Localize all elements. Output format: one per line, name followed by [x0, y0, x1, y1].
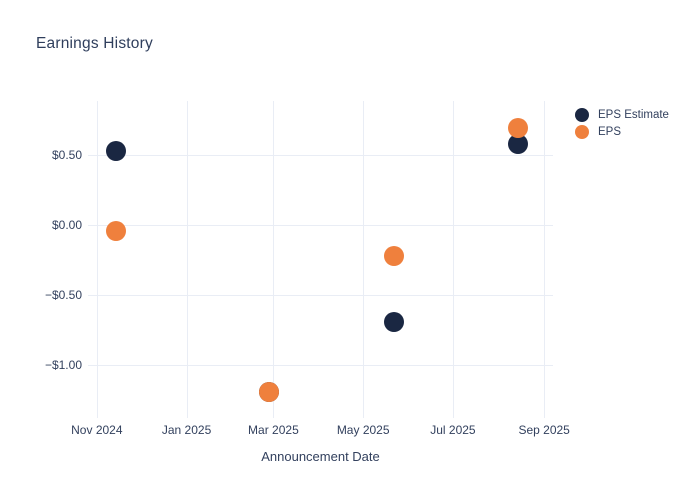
y-tick-label: −$1.00	[44, 357, 82, 372]
data-point-eps-estimate[interactable]	[507, 133, 528, 154]
x-tick-label: Nov 2024	[71, 423, 123, 437]
x-tick-label: Sep 2025	[518, 423, 570, 437]
x-axis-title: Announcement Date	[261, 449, 380, 464]
x-gridline	[363, 101, 365, 418]
y-tick-label: $0.00	[51, 218, 82, 232]
legend-marker-icon	[575, 107, 589, 122]
data-point-eps-estimate[interactable]	[105, 140, 126, 161]
data-point-eps[interactable]	[507, 118, 528, 139]
legend-item-eps-estimate[interactable]: EPS Estimate	[575, 106, 669, 123]
x-tick-label: Jul 2025	[430, 423, 476, 437]
chart-title: Earnings History	[36, 35, 153, 52]
x-gridline	[273, 101, 275, 418]
x-gridline	[96, 101, 98, 418]
y-gridline	[88, 155, 553, 157]
x-tick-label: May 2025	[336, 423, 390, 437]
y-gridline	[88, 294, 553, 296]
data-point-eps[interactable]	[105, 220, 126, 241]
x-gridline	[544, 101, 546, 418]
data-point-eps[interactable]	[384, 245, 405, 266]
legend-marker-icon	[575, 124, 589, 139]
data-point-eps[interactable]	[258, 381, 279, 402]
y-gridline	[88, 364, 553, 366]
x-tick-label: Mar 2025	[248, 423, 299, 437]
y-tick-label: $0.50	[51, 148, 82, 163]
y-tick-label: −$0.50	[44, 287, 82, 302]
legend-item-eps[interactable]: EPS	[575, 123, 669, 140]
x-gridline	[452, 101, 454, 418]
x-tick-label: Jan 2025	[161, 423, 212, 437]
x-gridline	[186, 101, 188, 418]
legend-label: EPS Estimate	[598, 108, 669, 121]
legend: EPS Estimate EPS	[575, 106, 669, 140]
legend-label: EPS	[598, 125, 622, 138]
y-gridline	[88, 225, 553, 226]
data-point-eps-estimate[interactable]	[384, 311, 405, 332]
